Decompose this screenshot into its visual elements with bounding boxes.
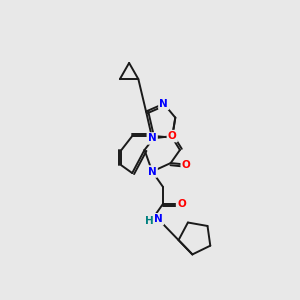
Text: N: N — [148, 167, 157, 176]
Text: N: N — [148, 134, 157, 143]
Text: H: H — [145, 216, 154, 226]
Text: N: N — [154, 214, 163, 224]
Text: O: O — [177, 199, 186, 209]
Text: O: O — [182, 160, 190, 170]
Text: O: O — [168, 131, 177, 141]
Text: N: N — [159, 99, 168, 109]
